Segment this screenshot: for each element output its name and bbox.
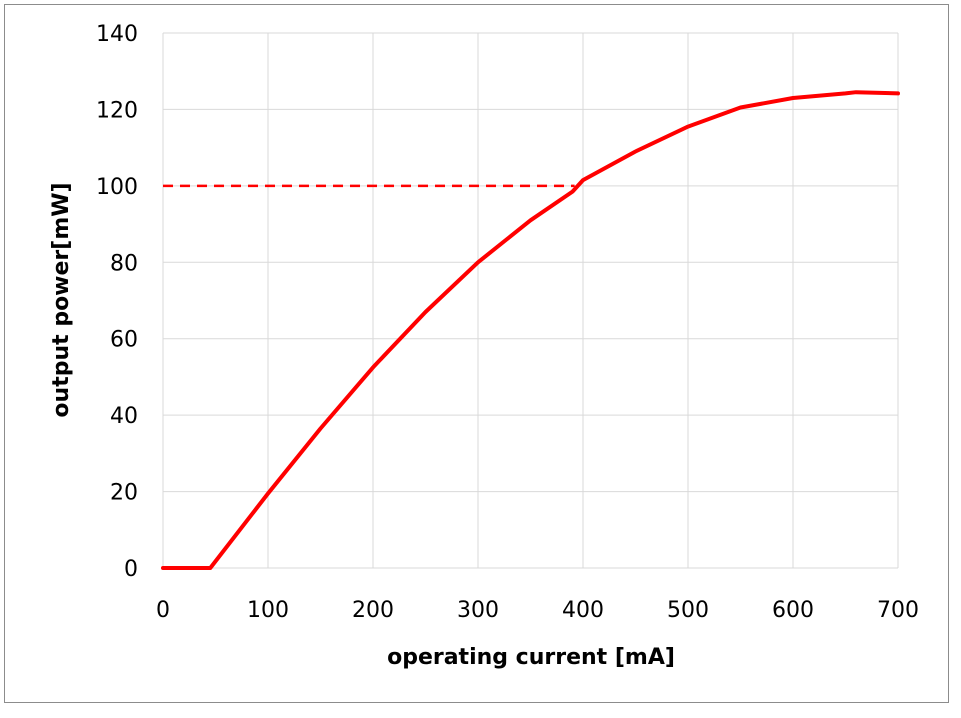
y-tick-label: 120 [96,98,138,123]
x-tick-label: 700 [877,598,919,623]
plot-area [161,90,900,570]
y-axis-title: output power[mW] [49,182,74,417]
y-axis-ticks: 0 20 40 60 80 100 120 140 [96,22,138,582]
x-tick-label: 0 [156,598,170,623]
y-tick-label: 140 [96,22,138,47]
y-tick-label: 40 [110,404,138,429]
chart-frame [4,4,949,703]
x-tick-label: 300 [457,598,499,623]
x-tick-label: 500 [667,598,709,623]
y-tick-label: 60 [110,328,138,353]
x-tick-label: 600 [772,598,814,623]
y-tick-label: 80 [110,251,138,276]
y-tick-label: 100 [96,175,138,200]
x-axis-ticks: 0 100 200 300 400 500 600 700 [156,598,919,623]
x-axis-title: operating current [mA] [387,645,675,670]
x-tick-label: 400 [562,598,604,623]
series-line-output-power [161,90,900,570]
y-tick-label: 20 [110,481,138,506]
x-tick-label: 200 [352,598,394,623]
x-tick-label: 100 [247,598,289,623]
y-tick-label: 0 [124,557,138,582]
